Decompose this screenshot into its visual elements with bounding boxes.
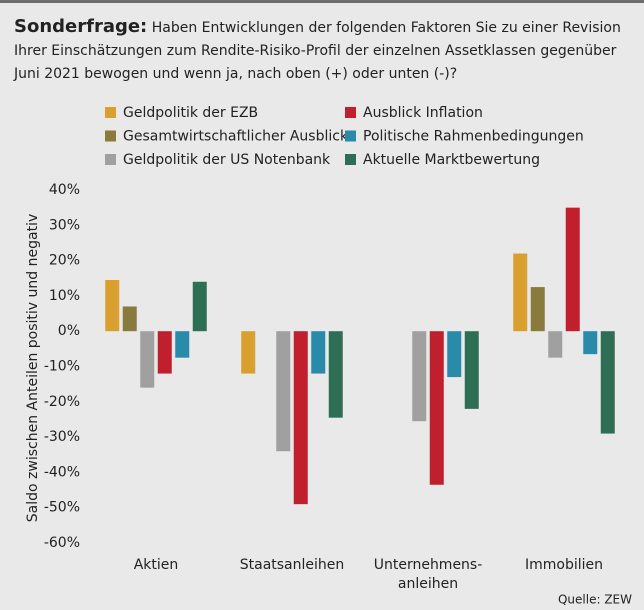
bar (122, 306, 137, 332)
y-tick-label: 20% (49, 253, 80, 269)
header: Sonderfrage: Haben Entwicklungen der fol… (14, 15, 634, 86)
x-tick-label: Unternehmens- anleihen (373, 557, 483, 592)
legend-swatch (345, 107, 356, 118)
x-tick-label: Staatsanleihen (239, 557, 345, 573)
bar (464, 331, 479, 409)
legend-label: Politische Rahmenbedingungen (363, 129, 584, 145)
bar (276, 331, 291, 452)
legend-label: Aktuelle Marktbewertung (363, 152, 540, 168)
bar (241, 331, 256, 374)
chart-title: Sonderfrage: (14, 16, 148, 37)
legend-swatch (345, 130, 356, 142)
subtitle: Haben Entwicklungen der folgenden Faktor… (14, 20, 621, 82)
bar (311, 331, 326, 374)
legend-label: Ausblick Inflation (363, 105, 483, 121)
y-tick-label: 0% (58, 323, 80, 339)
y-tick-label: -20% (44, 394, 80, 410)
bar (192, 281, 207, 332)
legend-swatch (105, 107, 116, 118)
legend-swatch (345, 154, 356, 165)
bar (600, 331, 615, 434)
bar (293, 331, 308, 505)
plot: Saldo zwischen Anteilen positiv und nega… (25, 105, 632, 607)
y-tick-label: -50% (44, 500, 80, 516)
legend-label: Geldpolitik der US Notenbank (123, 152, 331, 168)
y-tick-label: 10% (49, 288, 80, 304)
x-tick-label: Immobilien (524, 557, 603, 573)
bar (565, 207, 580, 332)
y-tick-label: 30% (49, 217, 80, 233)
bar (429, 331, 444, 485)
x-tick-label: Aktien (133, 557, 179, 573)
y-tick-label: -60% (44, 535, 80, 551)
bar (175, 331, 190, 358)
bar (447, 331, 462, 378)
y-tick-label: -40% (44, 464, 80, 480)
legend-swatch (105, 154, 116, 165)
bar (548, 331, 563, 358)
bar (530, 287, 545, 332)
legend-swatch (105, 130, 116, 142)
y-tick-label: -30% (44, 429, 80, 445)
bar (583, 331, 598, 355)
legend-label: Geldpolitik der EZB (123, 105, 258, 121)
y-axis-label: Saldo zwischen Anteilen positiv und nega… (25, 214, 41, 522)
y-tick-label: 40% (49, 182, 80, 198)
bar (157, 331, 172, 374)
y-tick-label: -10% (44, 359, 80, 375)
bar (105, 280, 120, 332)
bar (412, 331, 427, 422)
bar (513, 253, 528, 332)
bar (140, 331, 155, 388)
source: Quelle: ZEW (558, 593, 632, 607)
legend-label: Gesamtwirtschaftlicher Ausblick (123, 129, 349, 145)
bar (328, 331, 343, 418)
